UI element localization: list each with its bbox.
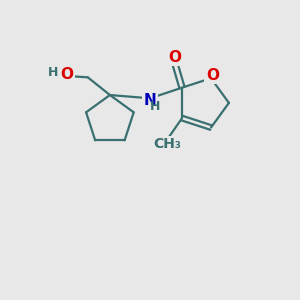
Text: O: O: [168, 50, 181, 65]
Text: H: H: [149, 100, 160, 113]
Text: H: H: [48, 66, 59, 80]
Text: O: O: [206, 68, 219, 83]
Text: CH₃: CH₃: [153, 137, 181, 151]
Text: N: N: [143, 93, 156, 108]
Text: O: O: [61, 67, 74, 82]
